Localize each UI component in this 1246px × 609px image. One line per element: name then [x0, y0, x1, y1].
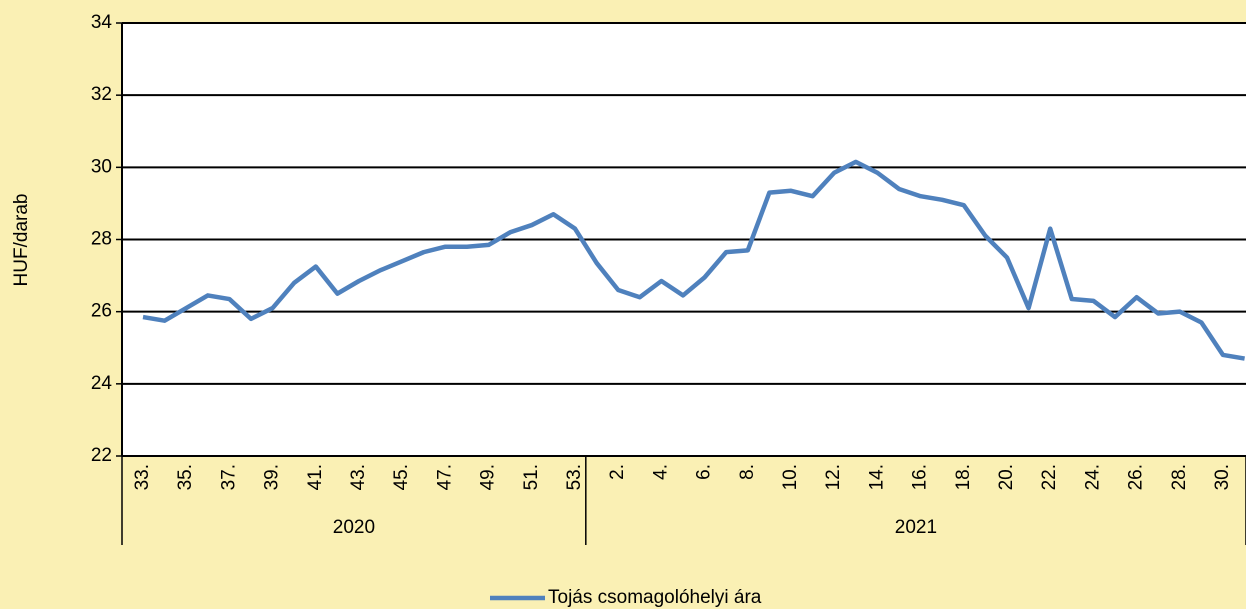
x-tick-label: 41. — [305, 464, 326, 490]
x-tick-label: 39. — [262, 464, 283, 490]
x-group-label: 2020 — [333, 517, 375, 538]
y-tick-label: 22 — [91, 445, 112, 466]
x-tick-label: 24. — [1082, 464, 1103, 490]
x-tick-label: 8. — [737, 464, 758, 480]
x-tick-label: 22. — [1039, 464, 1060, 490]
x-tick-label: 51. — [521, 464, 542, 490]
x-tick-label: 4. — [650, 464, 671, 480]
x-tick-label: 43. — [348, 464, 369, 490]
x-tick-label: 2. — [607, 464, 628, 480]
x-tick-label: 26. — [1126, 464, 1147, 490]
x-tick-label: 53. — [564, 464, 585, 490]
x-tick-label: 30. — [1212, 464, 1233, 490]
y-tick-label: 24 — [91, 373, 113, 394]
y-tick-label: 34 — [91, 12, 113, 33]
x-tick-label: 16. — [910, 464, 931, 490]
x-tick-label: 10. — [780, 464, 801, 490]
x-tick-label: 20. — [996, 464, 1017, 490]
x-tick-label: 14. — [866, 464, 887, 490]
x-tick-label: 6. — [694, 464, 715, 480]
y-tick-label: 26 — [91, 301, 112, 322]
x-tick-label: 49. — [478, 464, 499, 490]
y-tick-label: 32 — [91, 84, 112, 105]
legend-label: Tojás csomagolóhelyi ára — [548, 587, 762, 608]
x-tick-label: 28. — [1169, 464, 1190, 490]
x-tick-label: 37. — [218, 464, 239, 490]
x-tick-label: 33. — [132, 464, 153, 490]
x-tick-label: 12. — [823, 464, 844, 490]
x-group-label: 2021 — [895, 517, 937, 538]
x-tick-label: 18. — [953, 464, 974, 490]
data-line — [142, 159, 1245, 361]
x-tick-label: 45. — [391, 464, 412, 490]
y-tick-label: 28 — [91, 229, 112, 250]
y-tick-label: 30 — [91, 156, 112, 177]
y-axis-label: HUF/darab — [11, 194, 32, 287]
x-tick-label: 35. — [175, 464, 196, 490]
x-tick-label: 47. — [434, 464, 455, 490]
